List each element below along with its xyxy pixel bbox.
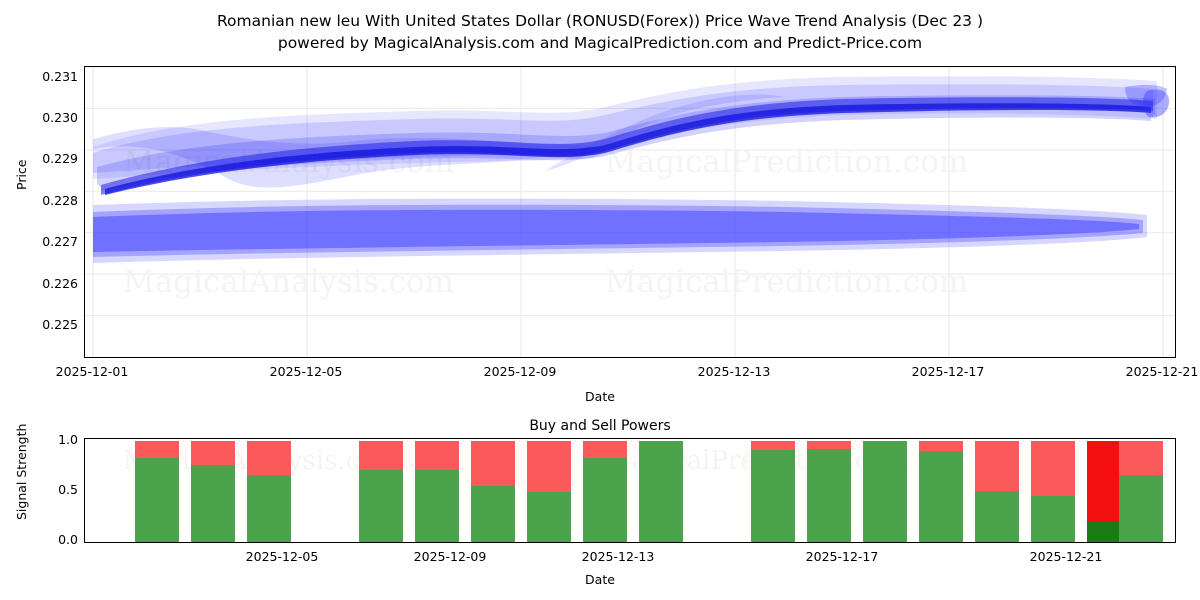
date-axis-label-top: Date xyxy=(585,389,615,404)
y-tick-0226: 0.226 xyxy=(42,276,78,291)
price-axis-label: Price xyxy=(14,159,29,191)
title-line-2: powered by MagicalAnalysis.com and Magic… xyxy=(277,34,923,52)
bar-item xyxy=(135,441,179,542)
x2-tick-1217: 2025-12-17 xyxy=(805,549,879,564)
bar-item xyxy=(807,441,851,542)
y-tick-0228: 0.228 xyxy=(42,193,78,208)
signal-strength-axis-label: Signal Strength xyxy=(14,423,29,520)
lower-band-mid xyxy=(93,204,1143,257)
bar-item xyxy=(1119,441,1163,542)
bar-item xyxy=(1031,441,1075,542)
y-tick-0229: 0.229 xyxy=(42,151,78,166)
bar-item xyxy=(863,441,907,542)
x2-tick-1209: 2025-12-09 xyxy=(413,549,487,564)
bar-item xyxy=(527,441,571,542)
price-wave-chart: MagicalAnalysis.com MagicalPrediction.co… xyxy=(84,66,1176,358)
buy-sell-chart: MagicalAnalysis.com MagicalPrediction.co… xyxy=(84,438,1176,543)
title-line-1: Romanian new leu With United States Doll… xyxy=(216,12,984,30)
x2-tick-1205: 2025-12-05 xyxy=(245,549,319,564)
x-tick-1213: 2025-12-13 xyxy=(697,364,771,379)
lower-band-core xyxy=(93,209,1139,252)
bar-item xyxy=(359,441,403,542)
bar-group xyxy=(135,441,1163,542)
svg-text:MagicalPrediction.com: MagicalPrediction.com xyxy=(605,264,968,300)
y-tick-05: 0.5 xyxy=(58,482,78,497)
x-tick-1209: 2025-12-09 xyxy=(483,364,557,379)
bar-item xyxy=(751,441,795,542)
price-wave-plot: MagicalAnalysis.com MagicalPrediction.co… xyxy=(85,67,1175,357)
x-tick-1217: 2025-12-17 xyxy=(911,364,985,379)
x2-tick-1221: 2025-12-21 xyxy=(1029,549,1103,564)
x-tick-1205: 2025-12-05 xyxy=(269,364,343,379)
svg-text:MagicalAnalysis.com: MagicalAnalysis.com xyxy=(123,264,454,300)
page-title: Romanian new leu With United States Doll… xyxy=(0,10,1200,54)
buy-sell-title: Buy and Sell Powers xyxy=(529,418,671,434)
bar-item xyxy=(639,441,683,542)
right-end-blob xyxy=(1142,89,1169,118)
bar-item xyxy=(415,441,459,542)
x-tick-1201: 2025-12-01 xyxy=(55,364,129,379)
y-tick-0227: 0.227 xyxy=(42,234,78,249)
svg-text:MagicalPrediction.com: MagicalPrediction.com xyxy=(605,144,968,180)
y-tick-10: 1.0 xyxy=(58,432,78,447)
y-tick-0231: 0.231 xyxy=(42,69,78,84)
bar-item xyxy=(583,441,627,542)
bar-item xyxy=(191,441,235,542)
lower-band-outer xyxy=(93,198,1147,263)
bar-item xyxy=(975,441,1019,542)
bar-item xyxy=(471,441,515,542)
bar-item xyxy=(919,441,963,542)
y-tick-0225: 0.225 xyxy=(42,317,78,332)
y-tick-00: 0.0 xyxy=(58,532,78,547)
buy-sell-plot: MagicalAnalysis.com MagicalPrediction.co… xyxy=(123,441,1163,542)
x-tick-1221: 2025-12-21 xyxy=(1125,364,1199,379)
x2-tick-1213: 2025-12-13 xyxy=(581,549,655,564)
bar-item xyxy=(247,441,291,542)
date-axis-label-bottom: Date xyxy=(585,572,615,587)
y-tick-0230: 0.230 xyxy=(42,110,78,125)
